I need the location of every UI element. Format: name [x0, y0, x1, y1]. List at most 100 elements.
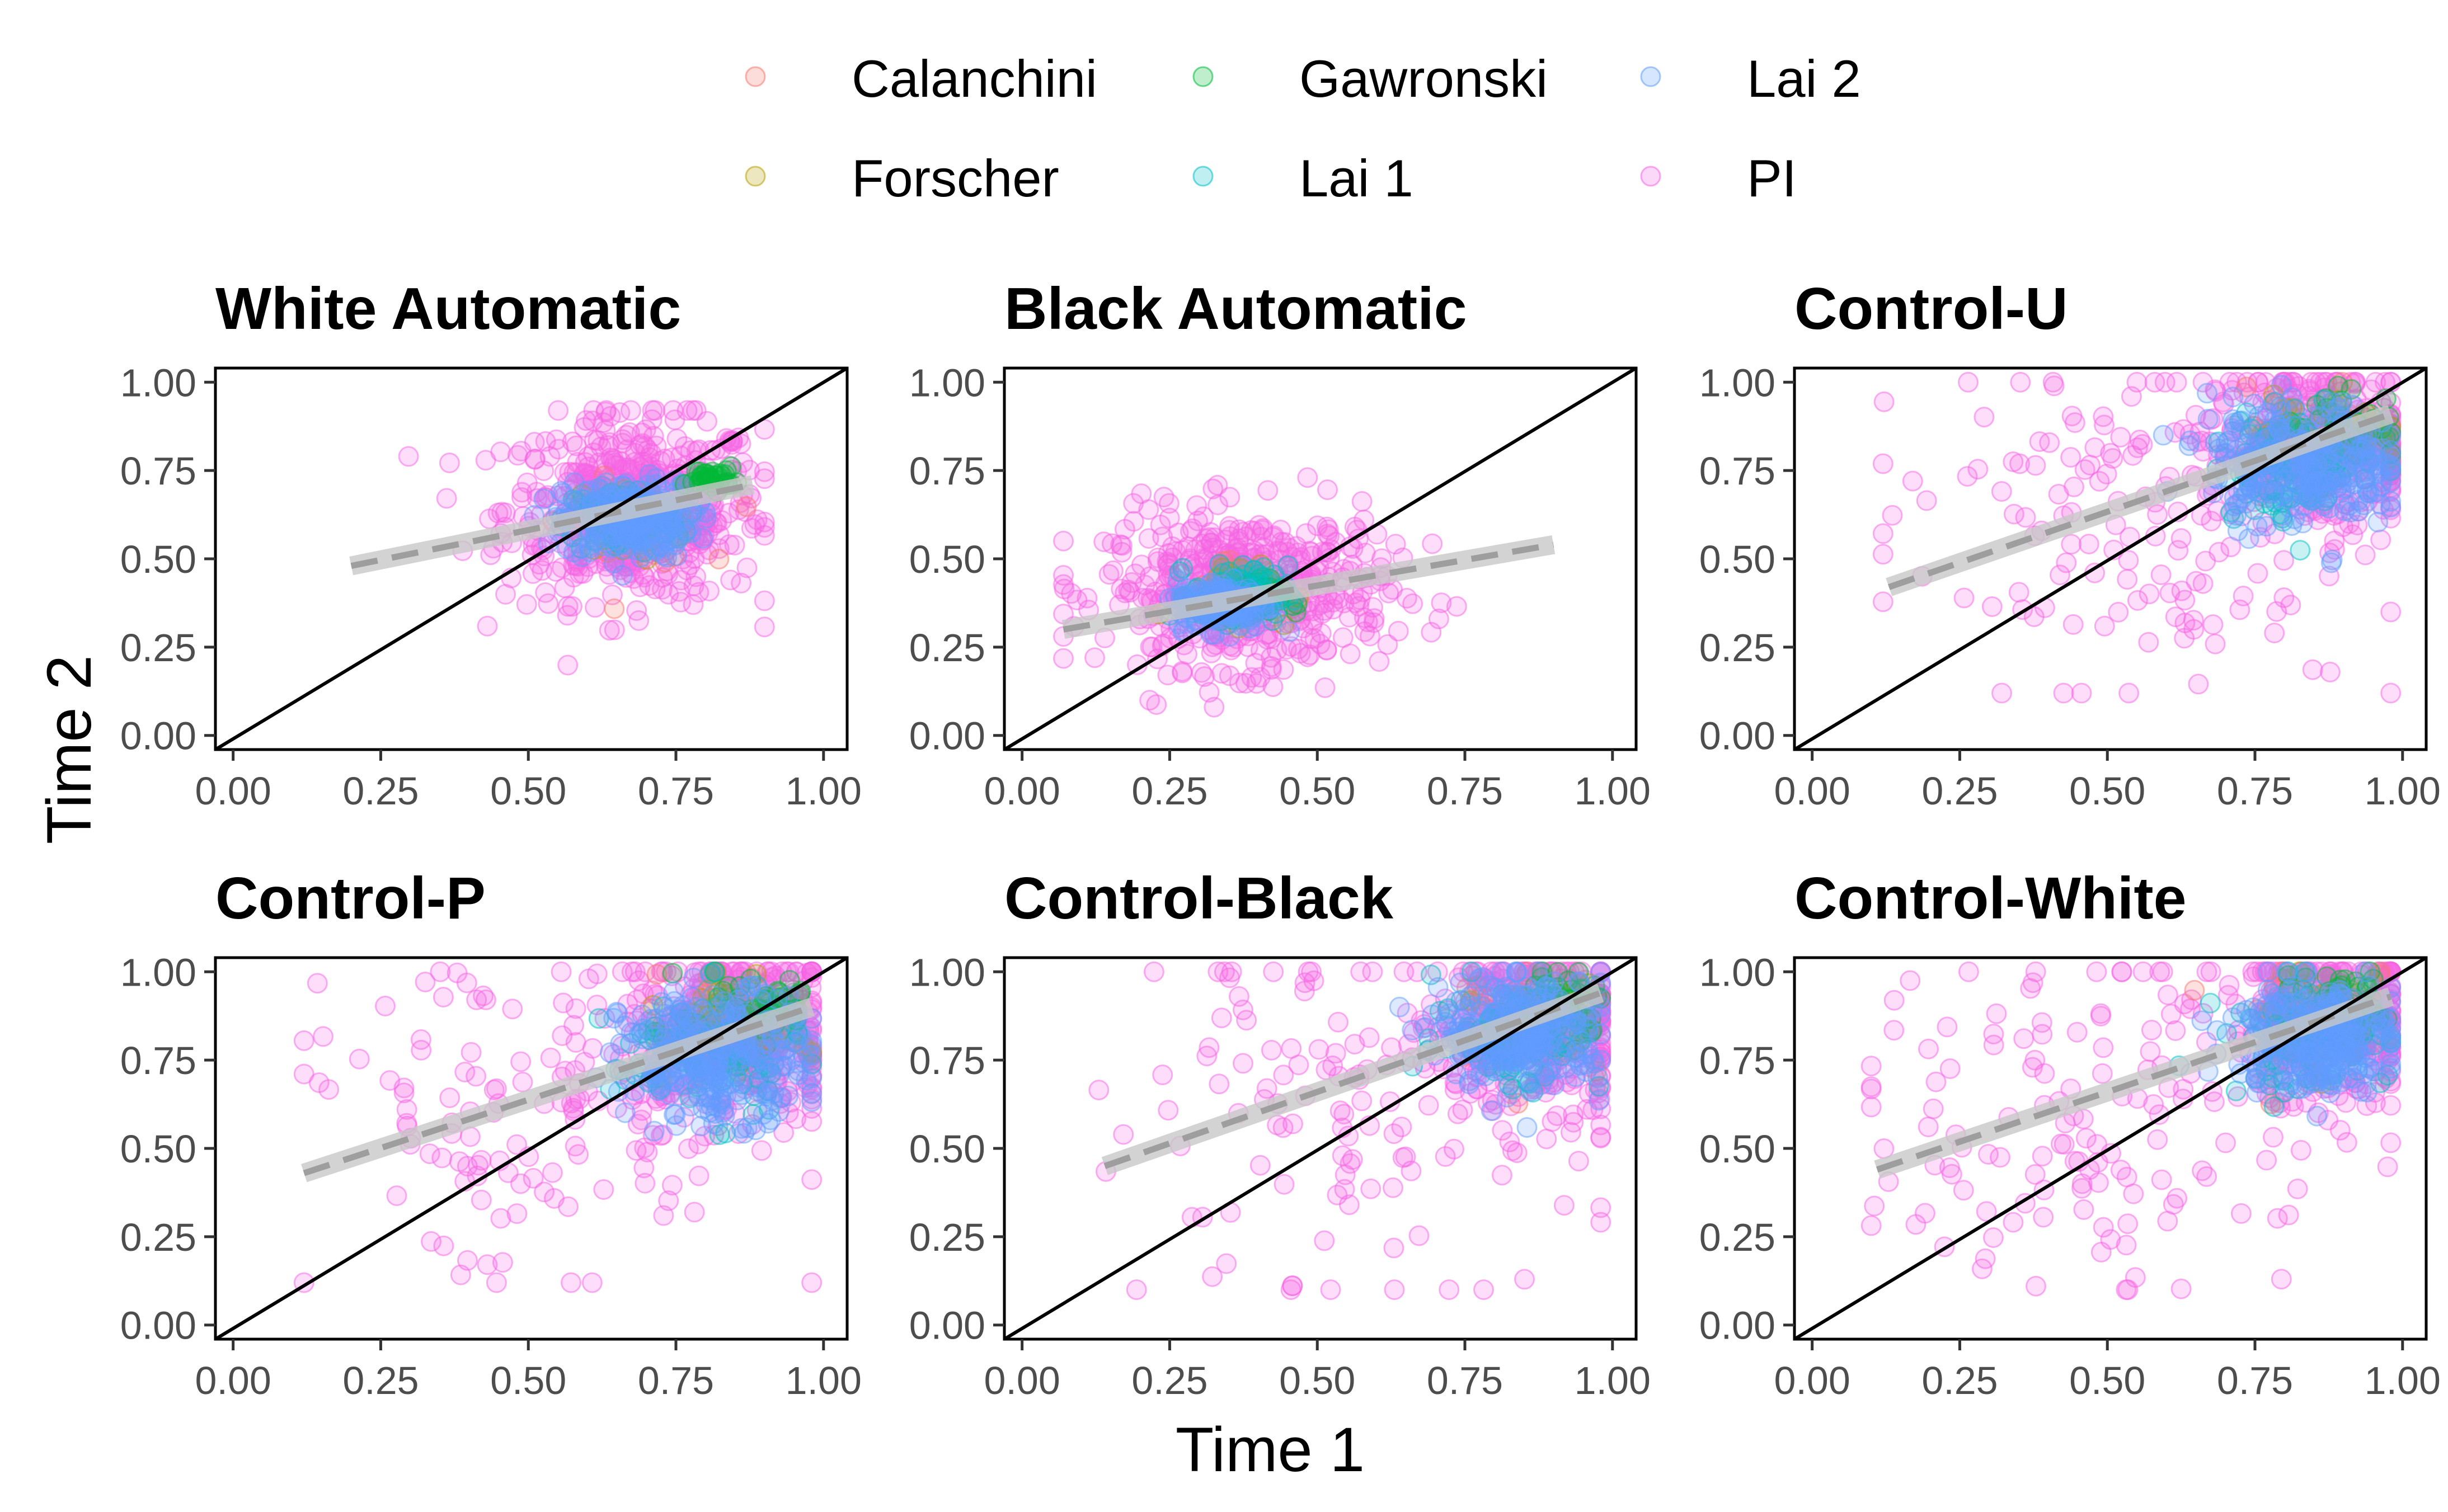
data-point-lai-2: [2342, 450, 2363, 472]
data-point-lai-2: [1564, 1014, 1585, 1035]
data-point-lai-2: [778, 1085, 799, 1106]
data-point-pi: [523, 1167, 544, 1189]
data-point-pi: [2380, 601, 2402, 623]
panel-control-black-x-tick-label: 1.00: [1575, 1359, 1651, 1402]
panel-black-automatic-y-tick-label: 1.00: [909, 361, 985, 404]
data-point-pi: [1152, 1064, 1173, 1085]
legend-key-gawronski: [1192, 66, 1214, 87]
data-point-pi: [2061, 534, 2082, 555]
data-point-lai-2: [736, 1117, 758, 1138]
panel-white-automatic-x-tick-label: 0.50: [490, 769, 566, 813]
data-point-pi: [612, 961, 633, 982]
panel-white-automatic-fit-line: [350, 481, 754, 569]
data-point-lai-2: [1477, 986, 1498, 1007]
panel-control-p-y-tick-label: 0.25: [120, 1216, 196, 1259]
data-point-lai-2: [1201, 572, 1222, 594]
data-point-pi: [2248, 371, 2269, 393]
data-point-pi: [1499, 1131, 1520, 1152]
legend-key-lai-1: [1192, 166, 1214, 187]
data-point-pi: [2174, 628, 2195, 649]
data-point-pi: [1473, 1279, 1494, 1301]
data-point-pi: [2084, 437, 2106, 458]
data-point-pi: [1385, 534, 1406, 555]
data-point-pi: [1143, 961, 1164, 982]
data-point-pi: [562, 431, 583, 453]
panel-control-black-title: Control-Black: [1004, 865, 1394, 931]
data-point-gawronski: [662, 963, 683, 984]
data-point-lai-2: [2319, 497, 2340, 519]
data-point-pi: [2089, 470, 2110, 492]
data-point-pi: [1392, 1147, 1413, 1168]
data-point-pi: [1211, 663, 1232, 684]
data-point-pi: [1359, 1027, 1380, 1048]
panel-control-p-y-tick-label: 0.75: [120, 1039, 196, 1082]
data-point-pi: [1333, 592, 1355, 614]
panel-control-black-y-tick-label: 1.00: [909, 950, 985, 994]
data-point-pi: [1150, 514, 1171, 535]
data-point-lai-2: [2281, 387, 2303, 408]
data-point-pi: [1113, 1124, 1134, 1145]
panel-control-u-y-tick-label: 1.00: [1699, 361, 1775, 404]
data-point-lai-1: [1172, 558, 1194, 579]
data-point-pi: [1439, 1279, 1460, 1301]
panel-control-p-x-tick-label: 0.25: [342, 1359, 419, 1402]
data-point-pi: [1350, 961, 1371, 982]
data-point-pi: [2110, 427, 2131, 448]
data-point-pi: [461, 1042, 482, 1063]
data-point-pi: [561, 1272, 581, 1293]
data-point-pi: [1991, 682, 2012, 704]
data-point-pi: [1446, 596, 1467, 617]
data-point-pi: [1328, 1011, 1348, 1033]
data-point-pi: [1428, 608, 1449, 629]
data-point-lai-2: [693, 1002, 714, 1023]
data-point-lai-2: [693, 1072, 714, 1093]
panel-control-u-x-tick-label: 0.50: [2069, 769, 2145, 813]
data-point-pi: [684, 548, 705, 569]
data-point-pi: [562, 596, 582, 617]
data-point-pi: [1383, 1123, 1404, 1144]
data-point-pi: [1257, 480, 1279, 501]
data-point-lai-2: [2226, 493, 2248, 515]
data-point-calanchini: [604, 598, 625, 619]
panel-control-p-x-tick-label: 0.75: [638, 1359, 714, 1402]
data-point-pi: [551, 961, 572, 982]
panel-white-automatic-y-tick-label: 0.75: [120, 449, 196, 493]
data-point-pi: [2093, 406, 2114, 427]
data-point-pi: [2118, 682, 2140, 704]
data-point-lai-2: [656, 531, 677, 552]
panel-black-automatic-fit-line: [1063, 541, 1554, 633]
data-point-pi: [1294, 972, 1315, 993]
data-point-pi: [754, 468, 775, 489]
data-point-lai-1: [703, 961, 725, 982]
data-point-pi: [674, 436, 696, 457]
data-point-pi: [626, 1140, 647, 1161]
data-point-pi: [1383, 1237, 1404, 1259]
data-point-pi: [2121, 386, 2142, 407]
panel-control-u-y-tick-label: 0.00: [1699, 714, 1775, 758]
data-point-pi: [1216, 1253, 1237, 1274]
data-point-pi: [2229, 599, 2250, 620]
data-point-pi: [490, 1208, 511, 1229]
panel-control-u-x-tick-label: 1.00: [2365, 769, 2441, 813]
data-point-pi: [2010, 371, 2031, 393]
data-point-lai-2: [603, 553, 624, 574]
legend-key-calanchini: [745, 66, 766, 87]
data-point-pi: [1191, 662, 1212, 683]
data-point-pi: [599, 620, 620, 641]
data-point-pi: [1435, 1146, 1456, 1167]
legend-key-lai-2: [1640, 66, 1661, 87]
data-point-pi: [2266, 601, 2287, 622]
data-point-pi: [2370, 529, 2391, 550]
data-point-pi: [2168, 540, 2189, 561]
data-point-lai-2: [2178, 435, 2200, 456]
panel-black-automatic-y-tick-label: 0.25: [909, 626, 985, 670]
data-point-pi: [349, 1048, 370, 1070]
data-point-pi: [1304, 628, 1326, 649]
data-point-lai-2: [2223, 387, 2244, 408]
data-point-pi: [688, 582, 710, 603]
data-point-lai-2: [674, 510, 696, 531]
legend-label-calanchini: Calanchini: [852, 49, 1097, 108]
data-point-pi: [2264, 623, 2285, 644]
data-point-pi: [1902, 470, 1923, 492]
data-point-pi: [2342, 524, 2364, 545]
